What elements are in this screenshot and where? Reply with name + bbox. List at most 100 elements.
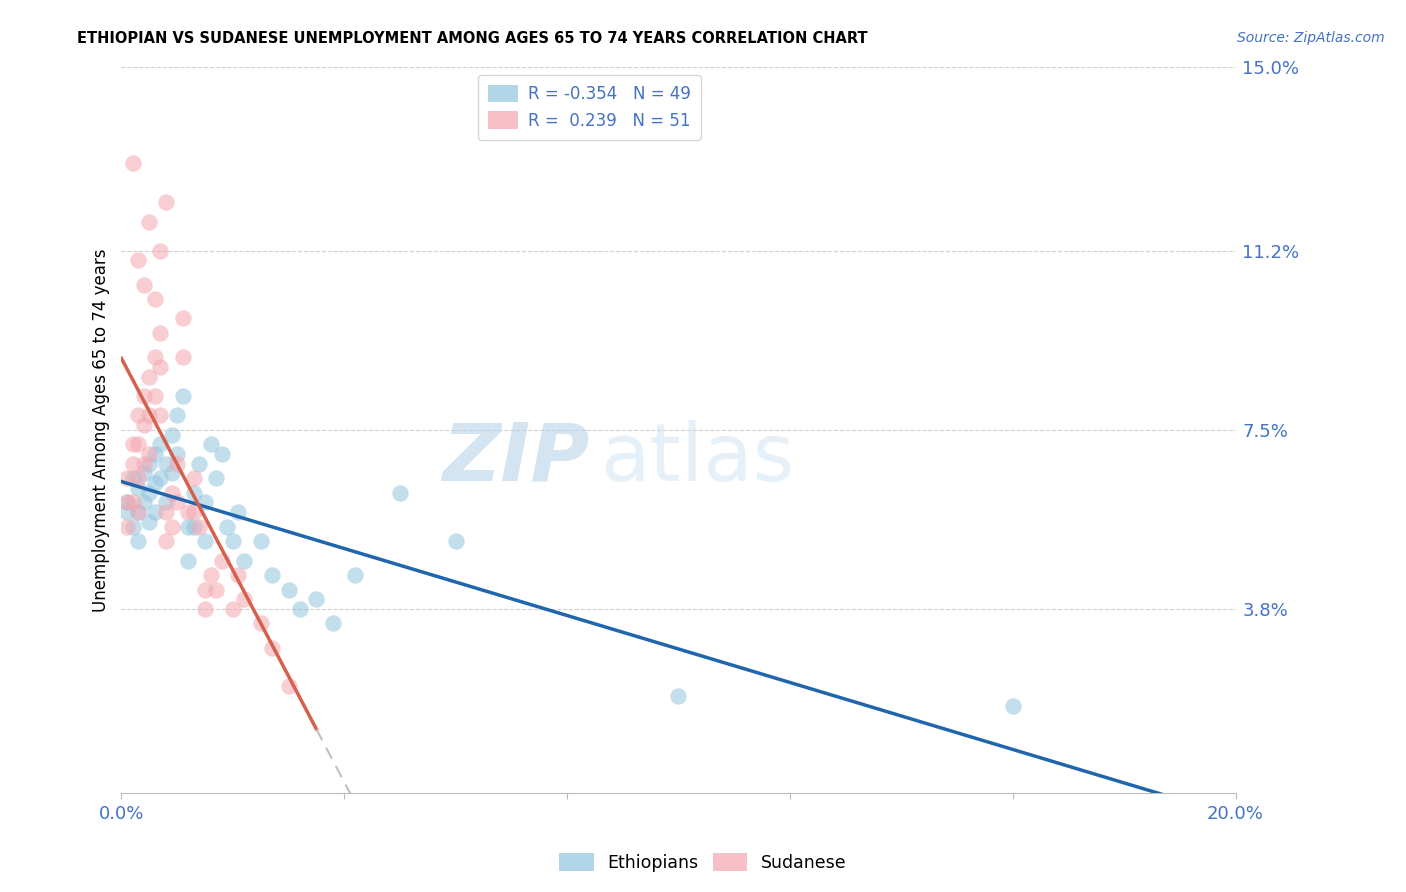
Y-axis label: Unemployment Among Ages 65 to 74 years: Unemployment Among Ages 65 to 74 years — [93, 248, 110, 612]
Text: ETHIOPIAN VS SUDANESE UNEMPLOYMENT AMONG AGES 65 TO 74 YEARS CORRELATION CHART: ETHIOPIAN VS SUDANESE UNEMPLOYMENT AMONG… — [77, 31, 868, 46]
Point — [121, 437, 143, 451]
Point — [155, 457, 177, 471]
Point — [127, 409, 149, 423]
Point — [138, 515, 160, 529]
Point — [177, 553, 200, 567]
Point — [388, 485, 411, 500]
Point — [183, 505, 205, 519]
Point — [149, 471, 172, 485]
Point — [132, 467, 155, 481]
Point — [183, 485, 205, 500]
Point — [115, 495, 138, 509]
Point — [115, 505, 138, 519]
Point — [132, 389, 155, 403]
Point — [177, 505, 200, 519]
Text: Source: ZipAtlas.com: Source: ZipAtlas.com — [1237, 31, 1385, 45]
Point — [138, 409, 160, 423]
Point — [132, 277, 155, 292]
Point — [166, 495, 188, 509]
Point — [166, 447, 188, 461]
Point — [260, 640, 283, 655]
Point — [132, 495, 155, 509]
Point — [143, 447, 166, 461]
Point — [127, 481, 149, 495]
Point — [222, 602, 245, 616]
Point — [138, 214, 160, 228]
Point — [127, 505, 149, 519]
Point — [194, 602, 217, 616]
Point — [127, 534, 149, 549]
Point — [249, 616, 271, 631]
Point — [183, 471, 205, 485]
Point — [155, 534, 177, 549]
Point — [138, 457, 160, 471]
Point — [143, 350, 166, 364]
Point — [288, 602, 311, 616]
Point — [172, 311, 194, 326]
Point — [183, 519, 205, 533]
Point — [205, 582, 228, 597]
Point — [127, 437, 149, 451]
Point — [138, 485, 160, 500]
Point — [155, 505, 177, 519]
Point — [160, 427, 183, 442]
Point — [143, 292, 166, 306]
Point — [166, 457, 188, 471]
Point — [200, 437, 222, 451]
Point — [132, 417, 155, 432]
Point — [127, 471, 149, 485]
Point — [160, 467, 183, 481]
Point — [200, 568, 222, 582]
Point — [149, 359, 172, 374]
Point — [277, 582, 299, 597]
Point — [211, 553, 233, 567]
Point — [121, 471, 143, 485]
Point — [188, 457, 211, 471]
Point — [222, 534, 245, 549]
Point — [149, 326, 172, 340]
Point — [233, 592, 256, 607]
Point — [160, 485, 183, 500]
Point — [121, 519, 143, 533]
Point — [305, 592, 328, 607]
Point — [188, 519, 211, 533]
Point — [1001, 698, 1024, 713]
Point — [194, 582, 217, 597]
Point — [172, 350, 194, 364]
Point — [143, 476, 166, 491]
Point — [228, 505, 250, 519]
Point — [211, 447, 233, 461]
Point — [160, 519, 183, 533]
Point — [444, 534, 467, 549]
Point — [194, 495, 217, 509]
Point — [166, 409, 188, 423]
Point — [194, 534, 217, 549]
Text: ZIP: ZIP — [441, 420, 589, 498]
Point — [143, 505, 166, 519]
Point — [149, 244, 172, 258]
Point — [121, 495, 143, 509]
Point — [249, 534, 271, 549]
Point — [132, 457, 155, 471]
Point — [115, 519, 138, 533]
Point — [149, 437, 172, 451]
Point — [260, 568, 283, 582]
Point — [172, 389, 194, 403]
Text: atlas: atlas — [600, 420, 794, 498]
Point — [233, 553, 256, 567]
Point — [177, 519, 200, 533]
Point — [344, 568, 367, 582]
Point — [155, 195, 177, 210]
Point — [127, 253, 149, 268]
Point — [205, 471, 228, 485]
Point — [115, 471, 138, 485]
Point — [121, 457, 143, 471]
Point — [217, 519, 239, 533]
Point — [668, 689, 690, 703]
Point — [155, 495, 177, 509]
Point — [322, 616, 344, 631]
Point — [115, 495, 138, 509]
Legend: R = -0.354   N = 49, R =  0.239   N = 51: R = -0.354 N = 49, R = 0.239 N = 51 — [478, 75, 700, 140]
Legend: Ethiopians, Sudanese: Ethiopians, Sudanese — [553, 847, 853, 879]
Point — [138, 369, 160, 384]
